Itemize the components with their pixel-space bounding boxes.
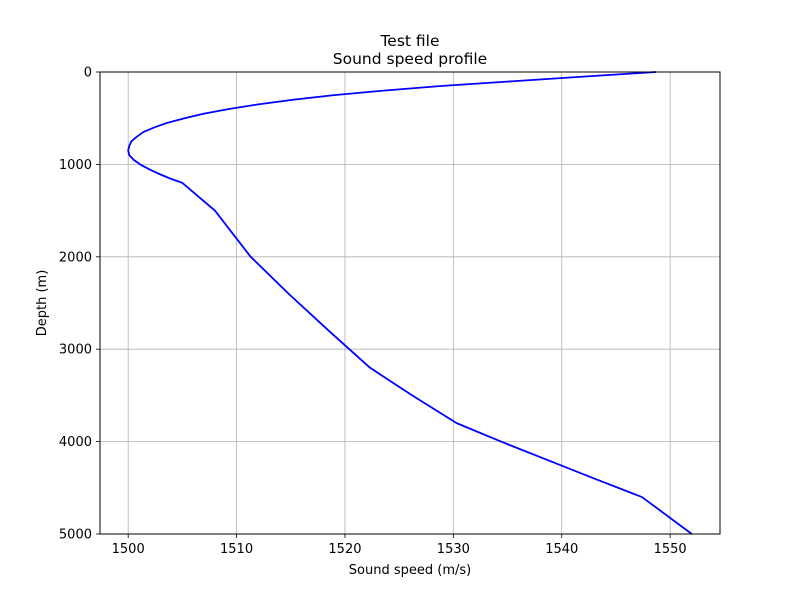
y-tick-label: 1000 [59, 158, 92, 173]
y-tick-label: 2000 [59, 250, 92, 265]
x-tick-label: 1520 [328, 542, 361, 557]
sound-speed-profile-line [127, 71, 693, 535]
y-tick-label: 3000 [59, 343, 92, 358]
x-tick-label: 1500 [112, 542, 145, 557]
x-tick-label: 1540 [545, 542, 578, 557]
y-tick-label: 4000 [59, 435, 92, 450]
x-axis-label: Sound speed (m/s) [349, 563, 471, 578]
y-axis-label: Depth (m) [35, 270, 50, 337]
x-tick-label: 1530 [437, 542, 470, 557]
x-tick-label: 1550 [654, 542, 687, 557]
x-tick-label: 1510 [220, 542, 253, 557]
y-tick-label: 5000 [59, 528, 92, 543]
series-layer [127, 71, 693, 535]
plot-frame [99, 71, 721, 535]
plot-background [100, 72, 720, 534]
chart-subtitle: Sound speed profile [333, 50, 487, 68]
x-axis-ticks: 1500 1510 1520 1530 1540 1550 [112, 534, 687, 557]
y-tick-label: 0 [84, 66, 92, 81]
chart-title: Test file [379, 32, 439, 50]
y-axis-ticks: 0 1000 2000 3000 4000 5000 [59, 66, 100, 543]
